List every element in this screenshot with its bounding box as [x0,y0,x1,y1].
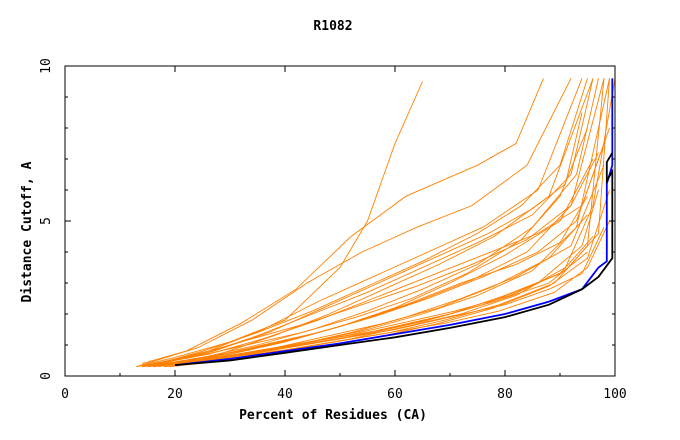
series-line-7 [141,78,605,368]
y-tick-label-1: 5 [39,217,54,225]
series-line-26 [147,78,588,368]
y-axis-label: Distance Cutoff, A [20,161,35,302]
series-line-30 [174,152,614,366]
y-tick-label-0: 0 [39,372,54,380]
x-tick-label-0: 0 [61,387,69,402]
series-line-8 [147,78,610,368]
series-line-20 [158,112,583,365]
series-line-18 [174,227,605,365]
y-tick-label-2: 10 [39,58,54,74]
series-line-11 [158,158,594,368]
series-line-22 [152,143,605,368]
series-line-3 [141,78,572,365]
x-tick-label-4: 80 [497,387,513,402]
chart-title: R1082 [313,19,352,34]
x-tick-label-1: 20 [167,387,183,402]
series-line-27 [169,78,605,368]
plot-frame [64,65,616,377]
series-line-1 [136,81,423,368]
plot-lines [136,78,616,368]
x-axis-label: Percent of Residues (CA) [239,408,427,423]
series-line-6 [147,78,599,368]
x-tick-label-5: 100 [603,387,626,402]
series-line-23 [163,189,610,368]
x-tick-label-2: 40 [277,387,293,402]
x-axis: 0 20 40 60 80 100 [61,66,627,402]
series-line-25 [141,152,599,368]
series-line-29 [174,78,614,366]
series-line-21 [136,127,588,368]
series-line-13 [174,165,605,365]
series-line-15 [152,127,610,365]
x-tick-label-3: 60 [387,387,403,402]
series-line-2 [136,78,544,368]
series-line-4 [141,78,583,368]
y-axis: 0 5 10 [39,58,615,380]
